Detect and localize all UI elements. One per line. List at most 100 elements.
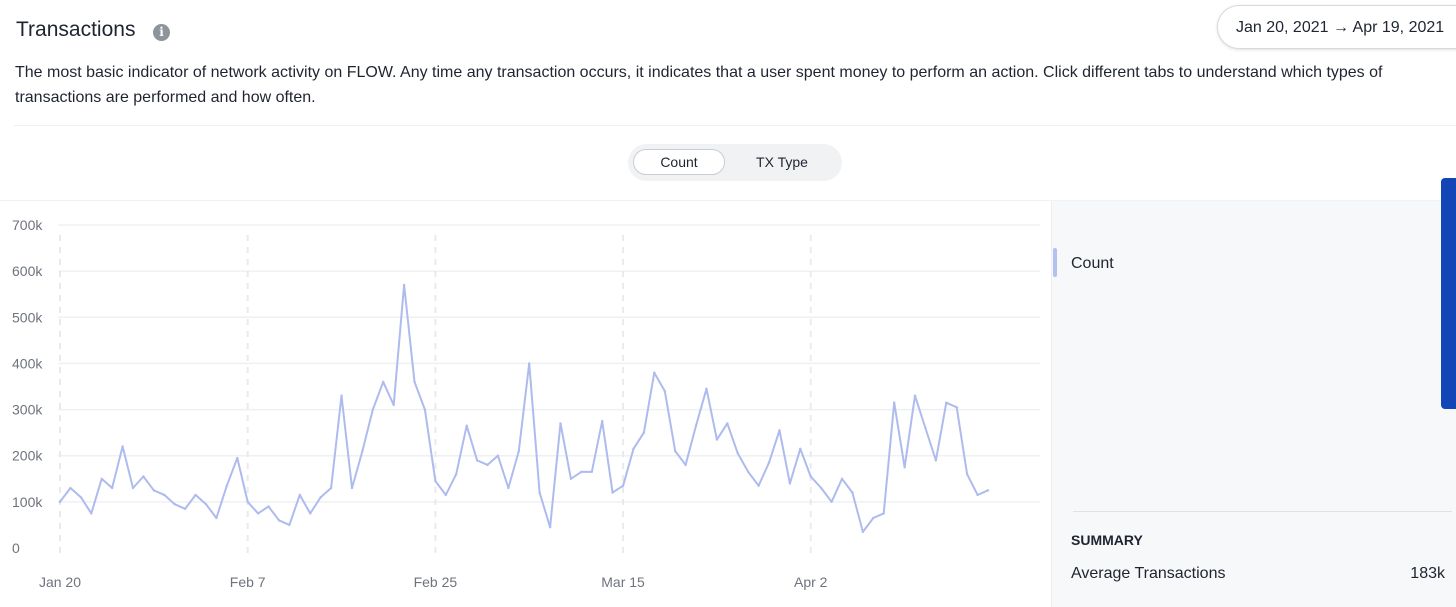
data-point (809, 475, 812, 478)
data-point (204, 502, 208, 506)
data-point (882, 512, 885, 515)
data-point (580, 470, 583, 474)
tabs-divider (0, 200, 1456, 201)
data-point (340, 394, 343, 397)
x-tick-label: Jan 20 (39, 574, 81, 590)
data-point (496, 454, 500, 457)
data-point (548, 526, 552, 529)
data-point (736, 452, 739, 455)
data-point (413, 380, 416, 384)
data-point (840, 477, 844, 480)
data-point (475, 459, 479, 462)
y-tick-label: 100k (12, 494, 43, 510)
data-point (517, 449, 520, 453)
average-transactions-value: 183k (1410, 565, 1445, 582)
data-point (319, 496, 322, 499)
y-tick-label: 200k (12, 448, 43, 464)
data-point (142, 475, 145, 478)
data-point (152, 489, 156, 492)
data-point (465, 424, 468, 427)
data-point (851, 491, 854, 494)
data-point (986, 489, 990, 492)
data-point (183, 507, 187, 510)
y-tick-label: 300k (12, 402, 43, 418)
data-point (236, 456, 239, 460)
data-point (371, 408, 375, 411)
tab-count[interactable]: Count (633, 149, 725, 175)
data-point (246, 500, 249, 504)
date-range-picker[interactable]: Jan 20, 2021 → Apr 19, 2021 (1217, 5, 1456, 49)
data-point (402, 283, 406, 287)
data-point (131, 486, 135, 490)
data-point (194, 493, 197, 497)
data-point (694, 424, 698, 427)
data-point (684, 463, 687, 467)
data-point (309, 512, 312, 515)
data-point (121, 445, 124, 448)
side-panel-tab[interactable] (1441, 178, 1456, 409)
chart-description: The most basic indicator of network acti… (15, 64, 1383, 106)
data-point (903, 466, 906, 469)
y-tick-label: 700k (12, 217, 43, 233)
data-point (642, 431, 646, 434)
data-point (528, 362, 531, 365)
data-point (934, 459, 938, 462)
data-point (361, 449, 364, 453)
data-point (945, 401, 948, 404)
data-point (778, 429, 781, 432)
data-point (434, 479, 437, 483)
data-point (256, 512, 260, 515)
data-point (277, 519, 281, 522)
data-point (507, 486, 510, 490)
data-point (69, 486, 72, 490)
data-point (298, 493, 302, 497)
data-point (653, 371, 656, 374)
legend-item-count[interactable]: Count (1071, 255, 1114, 272)
view-tabs: Count TX Type (628, 144, 842, 181)
data-point (329, 486, 333, 490)
data-point (788, 482, 792, 485)
data-point (79, 496, 83, 499)
data-point (215, 516, 218, 520)
data-point (965, 472, 969, 476)
data-point (726, 422, 729, 425)
data-point (267, 505, 270, 508)
data-point (799, 447, 802, 450)
summary-heading: SUMMARY (1071, 532, 1143, 548)
legend-swatch (1053, 248, 1057, 277)
y-tick-label: 600k (12, 263, 43, 279)
data-point (976, 493, 979, 497)
data-point (767, 461, 771, 464)
data-point (173, 502, 176, 506)
data-point (110, 486, 114, 490)
data-point (955, 406, 958, 409)
data-point (892, 401, 896, 404)
tab-tx-type[interactable]: TX Type (756, 154, 808, 170)
x-tick-label: Feb 7 (230, 574, 266, 590)
data-point (288, 523, 291, 527)
average-transactions-label: Average Transactions (1071, 565, 1226, 582)
transactions-line-chart: 0 100k 200k 300k 400k 500k 600k 700k Jan 20 Feb … (12, 217, 1040, 590)
data-point (590, 470, 593, 474)
data-point (423, 408, 427, 411)
data-point (559, 422, 562, 425)
data-point (444, 493, 447, 497)
data-point (611, 491, 614, 494)
info-icon[interactable]: i (153, 24, 170, 41)
x-tick-label: Apr 2 (794, 574, 828, 590)
summary-divider (1073, 511, 1452, 512)
data-point (486, 463, 489, 467)
data-point (705, 387, 708, 391)
x-tick-label: Mar 15 (601, 574, 645, 590)
header-divider (14, 125, 1456, 126)
legend-summary-panel (1051, 201, 1456, 607)
data-point (382, 380, 385, 384)
data-point (163, 493, 166, 497)
data-point (913, 394, 917, 397)
count-series-line (59, 284, 989, 533)
data-point (621, 484, 625, 487)
data-point (663, 389, 666, 393)
y-tick-label: 0 (12, 540, 20, 556)
data-point (830, 500, 833, 504)
data-point (746, 470, 750, 474)
